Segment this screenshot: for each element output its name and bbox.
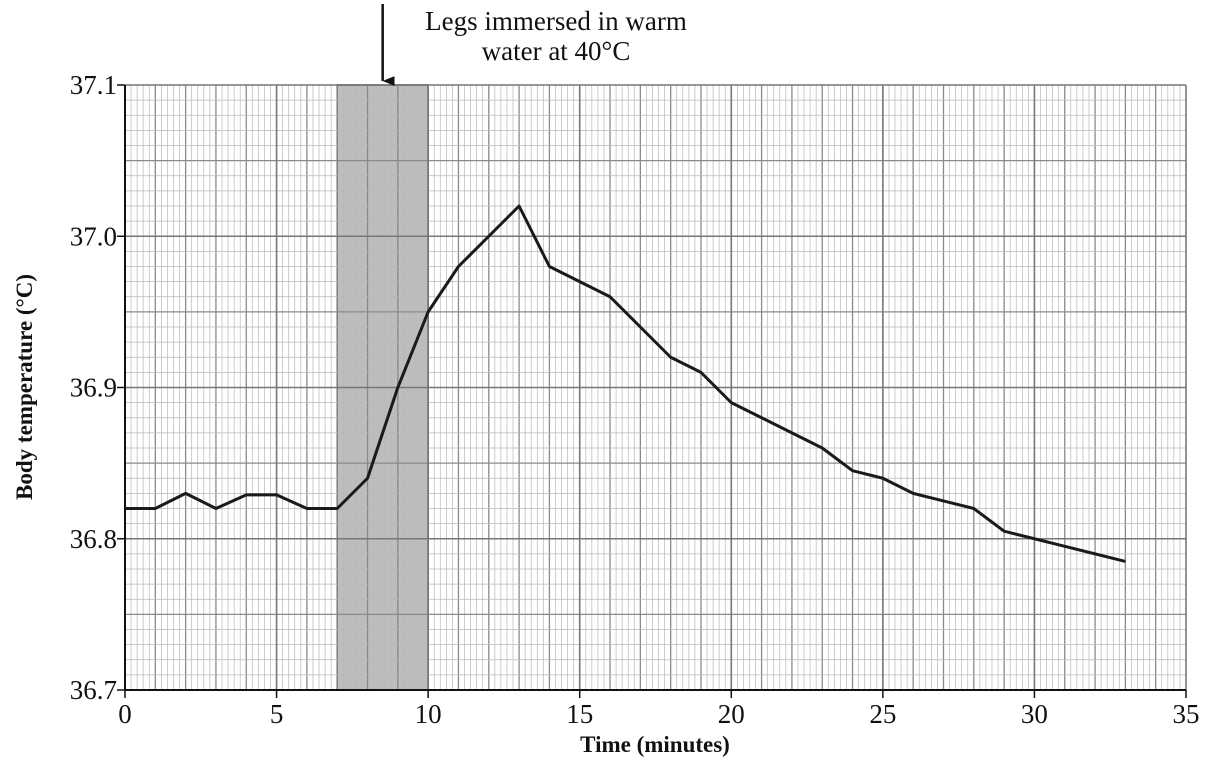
line [125,204,1126,563]
x-axis-label: Time (minutes) [580,732,730,757]
y-tick-label: 37.1 [70,70,117,100]
y-tick-label: 36.7 [70,675,117,705]
y-tick-label: 37.0 [70,221,117,251]
grid [124,84,1187,691]
plot: 0 5 10 15 20 25 30 35 36.7 36.8 36.9 37.0 37.1 Legs i… [70,4,1200,729]
x-tick-label: 20 [718,699,745,729]
annotation-text: Legs immersed in warm [425,6,687,36]
x-tick-label: 0 [118,699,132,729]
annotation-text: water at 40°C [482,36,631,66]
y-tick-label: 36.8 [70,524,117,554]
x-tick-label: 30 [1021,699,1048,729]
x-tick-label: 5 [270,699,284,729]
y-tick-label: 36.9 [70,373,117,403]
y-axis-label: Body temperature (°C) [12,274,37,500]
x-tick-label: 25 [869,699,896,729]
x-tick-label: 15 [566,699,593,729]
x-tick-label: 35 [1173,699,1200,729]
x-tick-label: 10 [415,699,442,729]
